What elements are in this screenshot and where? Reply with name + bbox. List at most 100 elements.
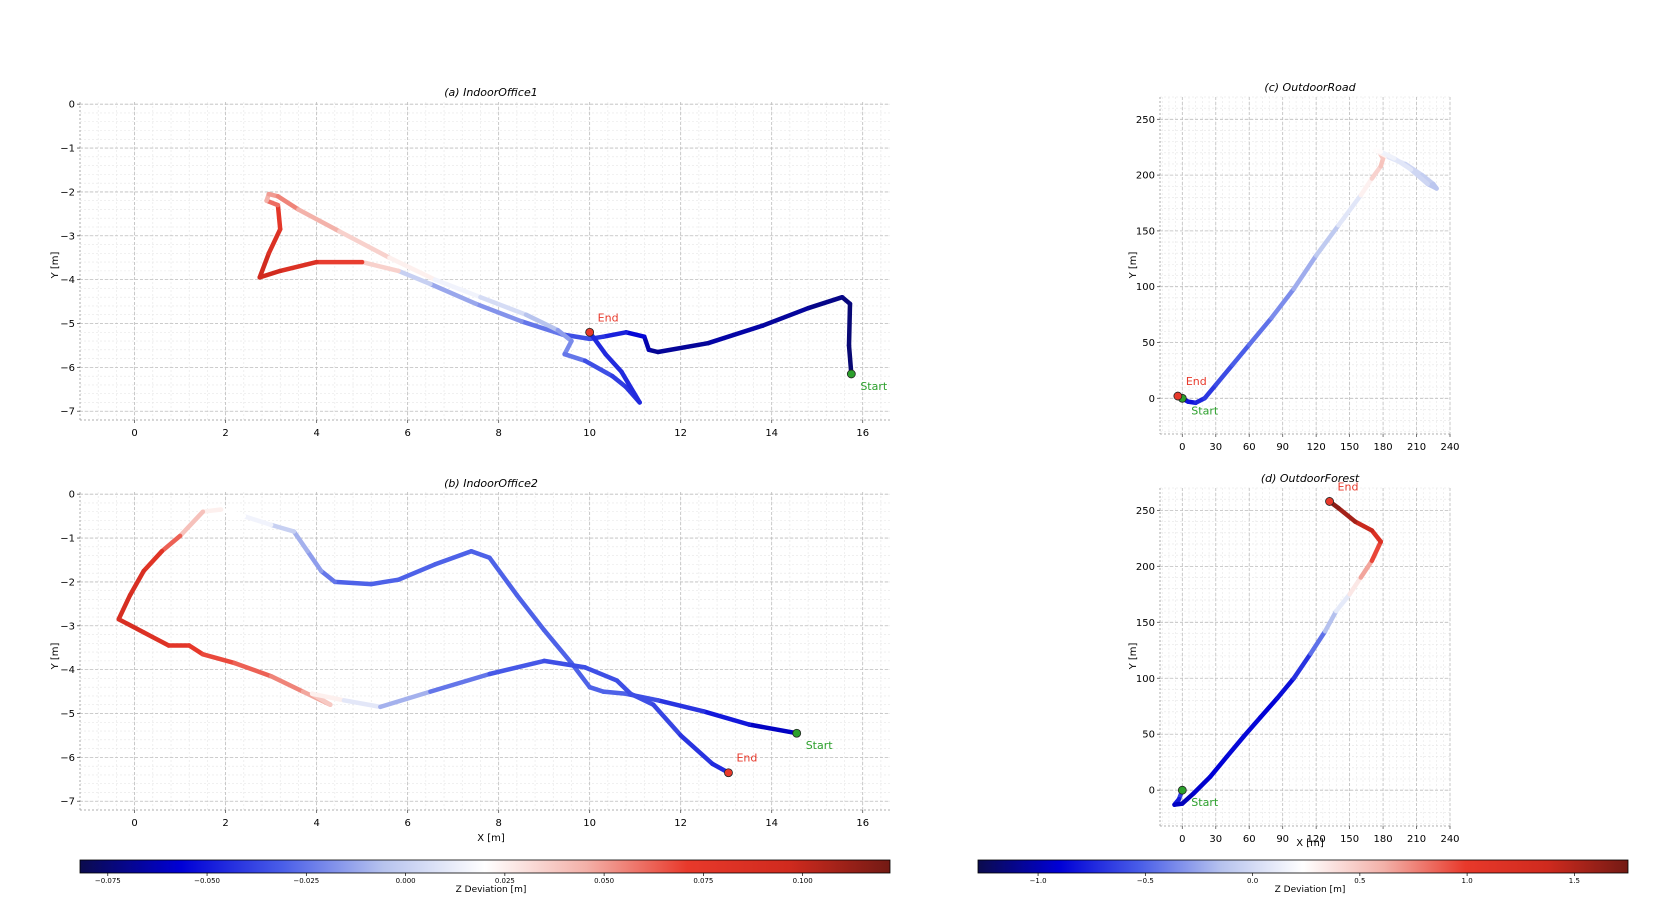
x-tick-label: 90 [1276, 834, 1289, 845]
trajectory-segment [1269, 286, 1297, 321]
trajectory-segment [116, 616, 146, 635]
x-tick-label: 16 [856, 428, 869, 439]
trajectory-segment [1246, 315, 1274, 347]
x-tick-label: 60 [1243, 442, 1256, 453]
x-tick-label: 0 [131, 818, 137, 829]
x-tick-label: 4 [313, 428, 319, 439]
trajectory [116, 507, 799, 775]
y-tick-label: 150 [1136, 618, 1155, 629]
trajectory-segment [1369, 528, 1384, 544]
trajectory-segment [555, 327, 574, 344]
x-tick-label: 210 [1407, 834, 1426, 845]
panel-title: (d) OutdoorForest [1261, 472, 1360, 485]
trajectory [1180, 148, 1439, 406]
trajectory-segment [428, 281, 479, 307]
colorbar-rect [977, 859, 1629, 874]
y-tick-label: −7 [60, 797, 75, 808]
trajectory-segment [1369, 163, 1384, 181]
trajectory-segment [678, 733, 715, 767]
end-label: End [598, 311, 619, 324]
y-tick-label: −7 [60, 407, 75, 418]
y-tick-label: 50 [1142, 338, 1155, 349]
y-tick-label: −5 [60, 709, 75, 720]
y-tick-label: −4 [60, 275, 75, 286]
panel-outdoor-road: (c) OutdoorRoad Y [m] 0 30 60 90 120 150 180 21… [1128, 81, 1460, 453]
panel-title: (b) IndoorOffice2 [444, 477, 538, 490]
trajectory-segment [1391, 156, 1414, 172]
trajectory-segment [514, 592, 547, 633]
colorbar-outdoor: −1.0 −0.5 0.0 0.5 1.0 1.5 Z Deviation [m] [977, 859, 1629, 895]
colorbar-tick-label: 0.075 [693, 877, 713, 885]
trajectory-segment [1213, 362, 1235, 388]
trajectory-segment [541, 627, 574, 666]
colorbar-tick-label: −0.5 [1137, 877, 1154, 885]
x-axis-label: X [m] [1296, 838, 1324, 849]
trajectory-segment [141, 548, 165, 574]
x-tick-label: 120 [1307, 442, 1326, 453]
trajectory-segment [266, 226, 283, 256]
trajectory [257, 191, 854, 405]
trajectory-segment [428, 671, 492, 694]
y-tick-label: −2 [60, 187, 75, 198]
colorbar-tick-label: −0.025 [293, 877, 319, 885]
x-tick-label: 12 [674, 428, 687, 439]
trajectory-segment [241, 513, 274, 528]
colorbar-tick-label: −0.050 [194, 877, 220, 885]
trajectory-segment [469, 548, 492, 561]
y-tick-label: 250 [1136, 115, 1155, 126]
trajectory-segment [1358, 176, 1375, 198]
colorbar-tick-label: −0.075 [95, 877, 121, 885]
trajectory-segment [275, 202, 283, 232]
trajectory-segment [1291, 651, 1313, 681]
y-axis-label: Y [m] [1128, 251, 1139, 279]
trajectory-segment [473, 301, 524, 324]
trajectory-segment [760, 305, 811, 328]
trajectory-segment [1202, 382, 1219, 401]
trajectory-segment [268, 522, 297, 534]
trajectory-segment [1373, 148, 1384, 154]
trajectory-segment [587, 684, 606, 694]
trajectory-segment [1230, 342, 1252, 368]
y-tick-label: 0 [1149, 394, 1155, 405]
trajectory-segment [601, 330, 629, 339]
x-tick-label: 60 [1243, 834, 1256, 845]
x-tick-label: 14 [765, 818, 778, 829]
trajectory-segment [127, 568, 146, 598]
plot-area: 0 2 4 6 8 10 12 14 16 0 −1 −2 −3 −4 −5 −6 −7 Start End [60, 490, 890, 829]
plot-area: 0 30 60 90 120 150 180 210 240 0 50 100 150 200 250 Sta… [1136, 96, 1460, 453]
x-tick-label: 240 [1440, 834, 1459, 845]
x-axis-label: X [m] [477, 833, 505, 844]
colorbar-indoor: −0.075 −0.050 −0.025 0.000 0.025 0.050 0.075 0.… [79, 859, 891, 895]
x-tick-label: 0 [131, 428, 137, 439]
trajectory-segment [257, 268, 283, 280]
y-tick-label: −3 [60, 231, 75, 242]
trajectory-segment [232, 660, 274, 679]
trajectory-segment [582, 358, 615, 379]
x-tick-label: 30 [1209, 834, 1222, 845]
trajectory-segment [341, 698, 383, 710]
trajectory-segment [582, 665, 620, 683]
trajectory-segment [378, 689, 433, 710]
y-axis-label: Y [m] [50, 251, 61, 279]
colorbar-tick-label: 1.0 [1462, 877, 1473, 885]
start-marker [792, 728, 802, 738]
y-tick-label: 100 [1136, 282, 1155, 293]
x-tick-label: 2 [222, 818, 228, 829]
trajectory-segment [541, 658, 588, 670]
trajectory-segment [846, 343, 854, 377]
x-tick-label: 14 [765, 428, 778, 439]
y-tick-label: −1 [60, 144, 75, 155]
trajectory-segment [1258, 696, 1280, 720]
end-marker [585, 327, 595, 337]
plot-area: 0 30 60 90 120 150 180 210 240 0 50 100 150 200 250 Sta… [1136, 480, 1460, 845]
trajectory-segment [218, 507, 247, 519]
trajectory-segment [1347, 575, 1364, 597]
x-tick-label: 150 [1340, 442, 1359, 453]
trajectory-segment [1207, 754, 1230, 780]
x-tick-label: 30 [1209, 442, 1222, 453]
trajectory-segment [519, 319, 565, 337]
y-tick-label: 200 [1136, 171, 1155, 182]
panel-indoor-office-1: (a) IndoorOffice1 Y [m] 0 2 4 6 8 10 12 14 16 0 −1… [50, 86, 890, 439]
x-tick-label: 8 [495, 818, 501, 829]
trajectory-segment [396, 268, 433, 287]
